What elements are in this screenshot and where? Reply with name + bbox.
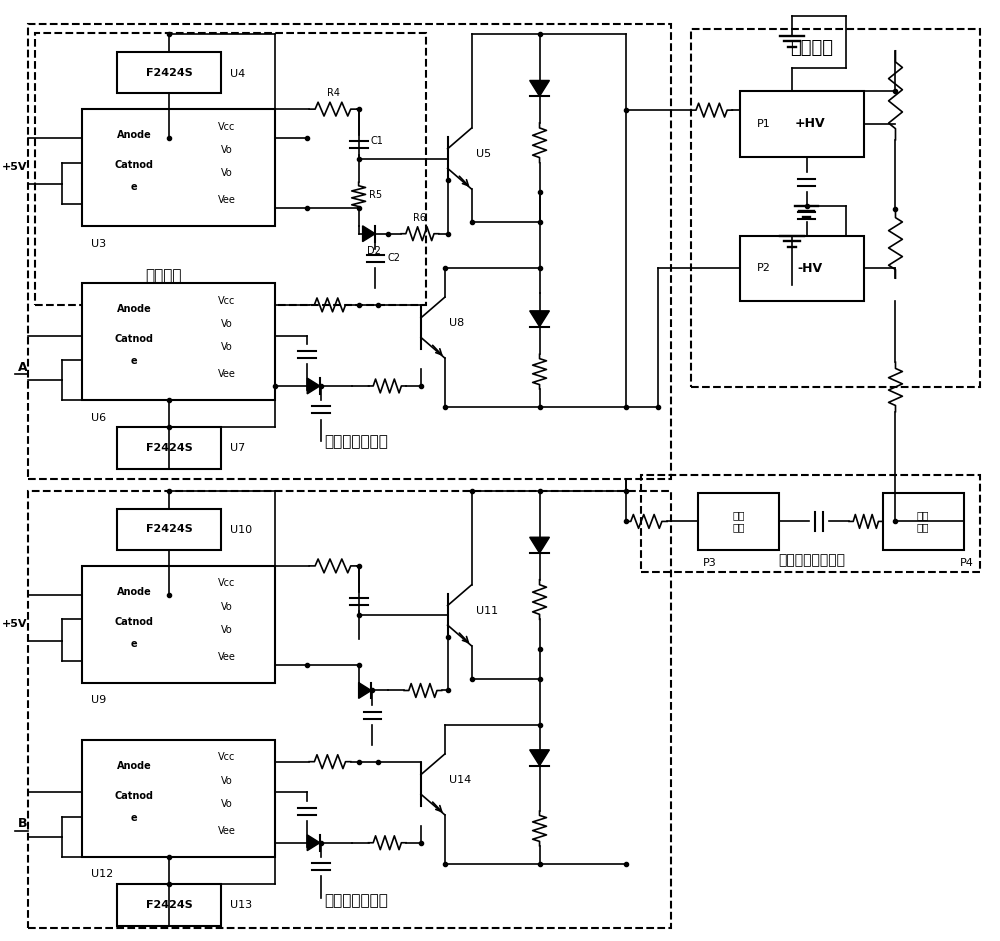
Text: Vee: Vee [217, 826, 235, 836]
Text: F2424S: F2424S [146, 524, 193, 534]
Polygon shape [363, 226, 375, 242]
Text: e: e [131, 183, 137, 192]
Text: e: e [131, 639, 137, 649]
Text: R6: R6 [413, 213, 426, 223]
Text: e: e [131, 357, 137, 366]
Text: Vo: Vo [221, 168, 232, 178]
Text: Catnod: Catnod [114, 617, 153, 627]
Text: U14: U14 [449, 775, 471, 785]
Text: Anode: Anode [116, 304, 151, 313]
Text: B: B [18, 818, 27, 831]
Text: Vcc: Vcc [218, 579, 235, 588]
Text: Vo: Vo [221, 625, 232, 635]
Text: 高压
输出: 高压 输出 [732, 511, 745, 533]
Text: Catnod: Catnod [114, 791, 153, 801]
Polygon shape [530, 750, 549, 766]
Text: Catnod: Catnod [114, 160, 153, 170]
Text: R4: R4 [327, 88, 340, 98]
Text: Vcc: Vcc [218, 295, 235, 306]
Text: Anode: Anode [116, 760, 151, 771]
Text: 正高压控制模块: 正高压控制模块 [325, 434, 389, 449]
Text: F2424S: F2424S [146, 900, 193, 910]
Polygon shape [307, 378, 320, 394]
Bar [117, 885, 221, 926]
Bar [117, 427, 221, 469]
Polygon shape [530, 537, 549, 553]
Text: Vo: Vo [221, 601, 232, 612]
Bar [698, 493, 779, 550]
Text: -HV: -HV [797, 262, 822, 275]
Text: U3: U3 [91, 239, 107, 248]
Text: 高压电源: 高压电源 [790, 39, 833, 56]
Text: Vee: Vee [217, 369, 235, 379]
Text: R5: R5 [369, 190, 382, 200]
Bar [883, 493, 964, 550]
Polygon shape [530, 311, 549, 327]
Text: Vcc: Vcc [218, 753, 235, 762]
Text: P4: P4 [960, 558, 974, 568]
Text: Vcc: Vcc [218, 121, 235, 132]
Bar [691, 29, 980, 387]
Polygon shape [530, 81, 549, 96]
Text: Vo: Vo [221, 319, 232, 329]
Bar [117, 508, 221, 550]
Text: U9: U9 [91, 695, 107, 706]
Text: F2424S: F2424S [146, 443, 193, 454]
Text: U10: U10 [230, 525, 252, 535]
Text: C2: C2 [387, 253, 400, 263]
Text: Anode: Anode [116, 130, 151, 140]
Text: 负高压控制模块: 负高压控制模块 [325, 894, 389, 909]
Text: +HV: +HV [794, 118, 825, 131]
Text: U8: U8 [449, 318, 464, 328]
Bar [82, 566, 275, 682]
Text: U4: U4 [230, 69, 245, 78]
Bar [740, 91, 864, 156]
Bar [82, 109, 275, 226]
Text: C1: C1 [370, 136, 383, 146]
Bar [28, 491, 671, 928]
Text: 驱动电路: 驱动电路 [146, 268, 182, 282]
Polygon shape [359, 682, 371, 698]
Text: U7: U7 [230, 443, 245, 454]
Bar [28, 24, 671, 479]
Text: Vo: Vo [221, 343, 232, 352]
Bar [35, 33, 426, 305]
Text: P1: P1 [757, 119, 771, 129]
Text: U11: U11 [476, 606, 498, 616]
Text: Vo: Vo [221, 775, 232, 786]
Text: Vee: Vee [217, 195, 235, 205]
Text: P3: P3 [703, 558, 716, 568]
Bar [117, 52, 221, 93]
Polygon shape [307, 835, 320, 851]
Text: e: e [131, 813, 137, 823]
Text: P2: P2 [757, 263, 771, 273]
Text: +5V: +5V [2, 163, 27, 172]
Text: Vo: Vo [221, 799, 232, 809]
Text: Vo: Vo [221, 145, 232, 155]
Text: U12: U12 [91, 869, 114, 880]
Text: F2424S: F2424S [146, 68, 193, 77]
Text: 高压及其衰减输出: 高压及其衰减输出 [778, 553, 845, 567]
Text: U13: U13 [230, 900, 252, 910]
Bar [641, 475, 980, 572]
Text: Catnod: Catnod [114, 334, 153, 344]
Text: Anode: Anode [116, 586, 151, 597]
Text: U6: U6 [91, 413, 107, 423]
Bar [82, 283, 275, 400]
Text: D2: D2 [367, 246, 380, 256]
Text: A: A [18, 360, 27, 374]
Text: +5V: +5V [2, 619, 27, 630]
Text: U5: U5 [476, 150, 491, 159]
Bar [82, 740, 275, 856]
Text: 高压
衰减: 高压 衰减 [917, 511, 929, 533]
Text: Vee: Vee [217, 652, 235, 662]
Bar [740, 235, 864, 301]
